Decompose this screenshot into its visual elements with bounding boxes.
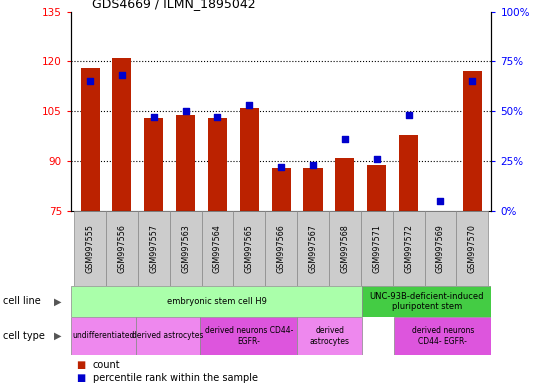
- Point: [372, 156, 381, 162]
- Bar: [201, 211, 234, 286]
- Bar: [71, 317, 135, 355]
- Bar: [329, 211, 361, 286]
- Bar: [393, 211, 425, 286]
- Bar: [71, 286, 362, 317]
- Bar: [298, 317, 362, 355]
- Bar: [361, 211, 393, 286]
- Bar: [106, 211, 138, 286]
- Bar: [394, 317, 491, 355]
- Text: GSM997569: GSM997569: [436, 224, 445, 273]
- Bar: [456, 211, 488, 286]
- Bar: [265, 211, 297, 286]
- Text: GSM997571: GSM997571: [372, 224, 381, 273]
- Point: [308, 162, 317, 168]
- Point: [436, 198, 445, 204]
- Text: GSM997564: GSM997564: [213, 224, 222, 273]
- Bar: [176, 115, 195, 211]
- Point: [404, 112, 413, 118]
- Text: ▶: ▶: [54, 331, 61, 341]
- Bar: [297, 211, 329, 286]
- Point: [468, 78, 477, 84]
- Point: [150, 114, 158, 121]
- Text: GSM997566: GSM997566: [277, 224, 286, 273]
- Text: undifferentiated: undifferentiated: [72, 331, 134, 341]
- Text: GSM997556: GSM997556: [117, 224, 127, 273]
- Text: cell line: cell line: [3, 296, 40, 306]
- Text: derived
astrocytes: derived astrocytes: [310, 326, 349, 346]
- Bar: [74, 211, 106, 286]
- Text: GSM997563: GSM997563: [181, 224, 190, 273]
- Text: derived astrocytes: derived astrocytes: [132, 331, 204, 341]
- Text: GSM997570: GSM997570: [468, 224, 477, 273]
- Point: [277, 164, 286, 170]
- Bar: [272, 168, 290, 211]
- Bar: [200, 317, 298, 355]
- Bar: [367, 165, 386, 211]
- Bar: [144, 118, 163, 211]
- Text: GSM997572: GSM997572: [404, 224, 413, 273]
- Bar: [138, 211, 170, 286]
- Bar: [234, 211, 265, 286]
- Bar: [425, 211, 456, 286]
- Text: UNC-93B-deficient-induced
pluripotent stem: UNC-93B-deficient-induced pluripotent st…: [370, 292, 484, 311]
- Text: count: count: [93, 360, 121, 370]
- Point: [213, 114, 222, 121]
- Bar: [208, 118, 227, 211]
- Text: ■: ■: [76, 360, 86, 370]
- Bar: [112, 58, 132, 211]
- Text: GDS4669 / ILMN_1895042: GDS4669 / ILMN_1895042: [92, 0, 256, 10]
- Text: ▶: ▶: [54, 296, 61, 306]
- Bar: [399, 135, 418, 211]
- Bar: [304, 168, 323, 211]
- Text: GSM997568: GSM997568: [340, 224, 349, 273]
- Point: [86, 78, 94, 84]
- Bar: [135, 317, 200, 355]
- Text: derived neurons
CD44- EGFR-: derived neurons CD44- EGFR-: [412, 326, 474, 346]
- Text: derived neurons CD44-
EGFR-: derived neurons CD44- EGFR-: [205, 326, 293, 346]
- Text: ■: ■: [76, 373, 86, 383]
- Text: GSM997567: GSM997567: [308, 224, 318, 273]
- Text: GSM997557: GSM997557: [149, 224, 158, 273]
- Text: GSM997565: GSM997565: [245, 224, 254, 273]
- Text: cell type: cell type: [3, 331, 45, 341]
- Bar: [335, 158, 354, 211]
- Text: percentile rank within the sample: percentile rank within the sample: [93, 373, 258, 383]
- Bar: [463, 71, 482, 211]
- Text: embryonic stem cell H9: embryonic stem cell H9: [167, 297, 266, 306]
- Point: [117, 72, 126, 78]
- Point: [181, 108, 190, 114]
- Point: [245, 102, 254, 108]
- Bar: [81, 68, 99, 211]
- Text: GSM997555: GSM997555: [86, 224, 94, 273]
- Bar: [362, 286, 491, 317]
- Point: [341, 136, 349, 142]
- Bar: [170, 211, 201, 286]
- Bar: [240, 108, 259, 211]
